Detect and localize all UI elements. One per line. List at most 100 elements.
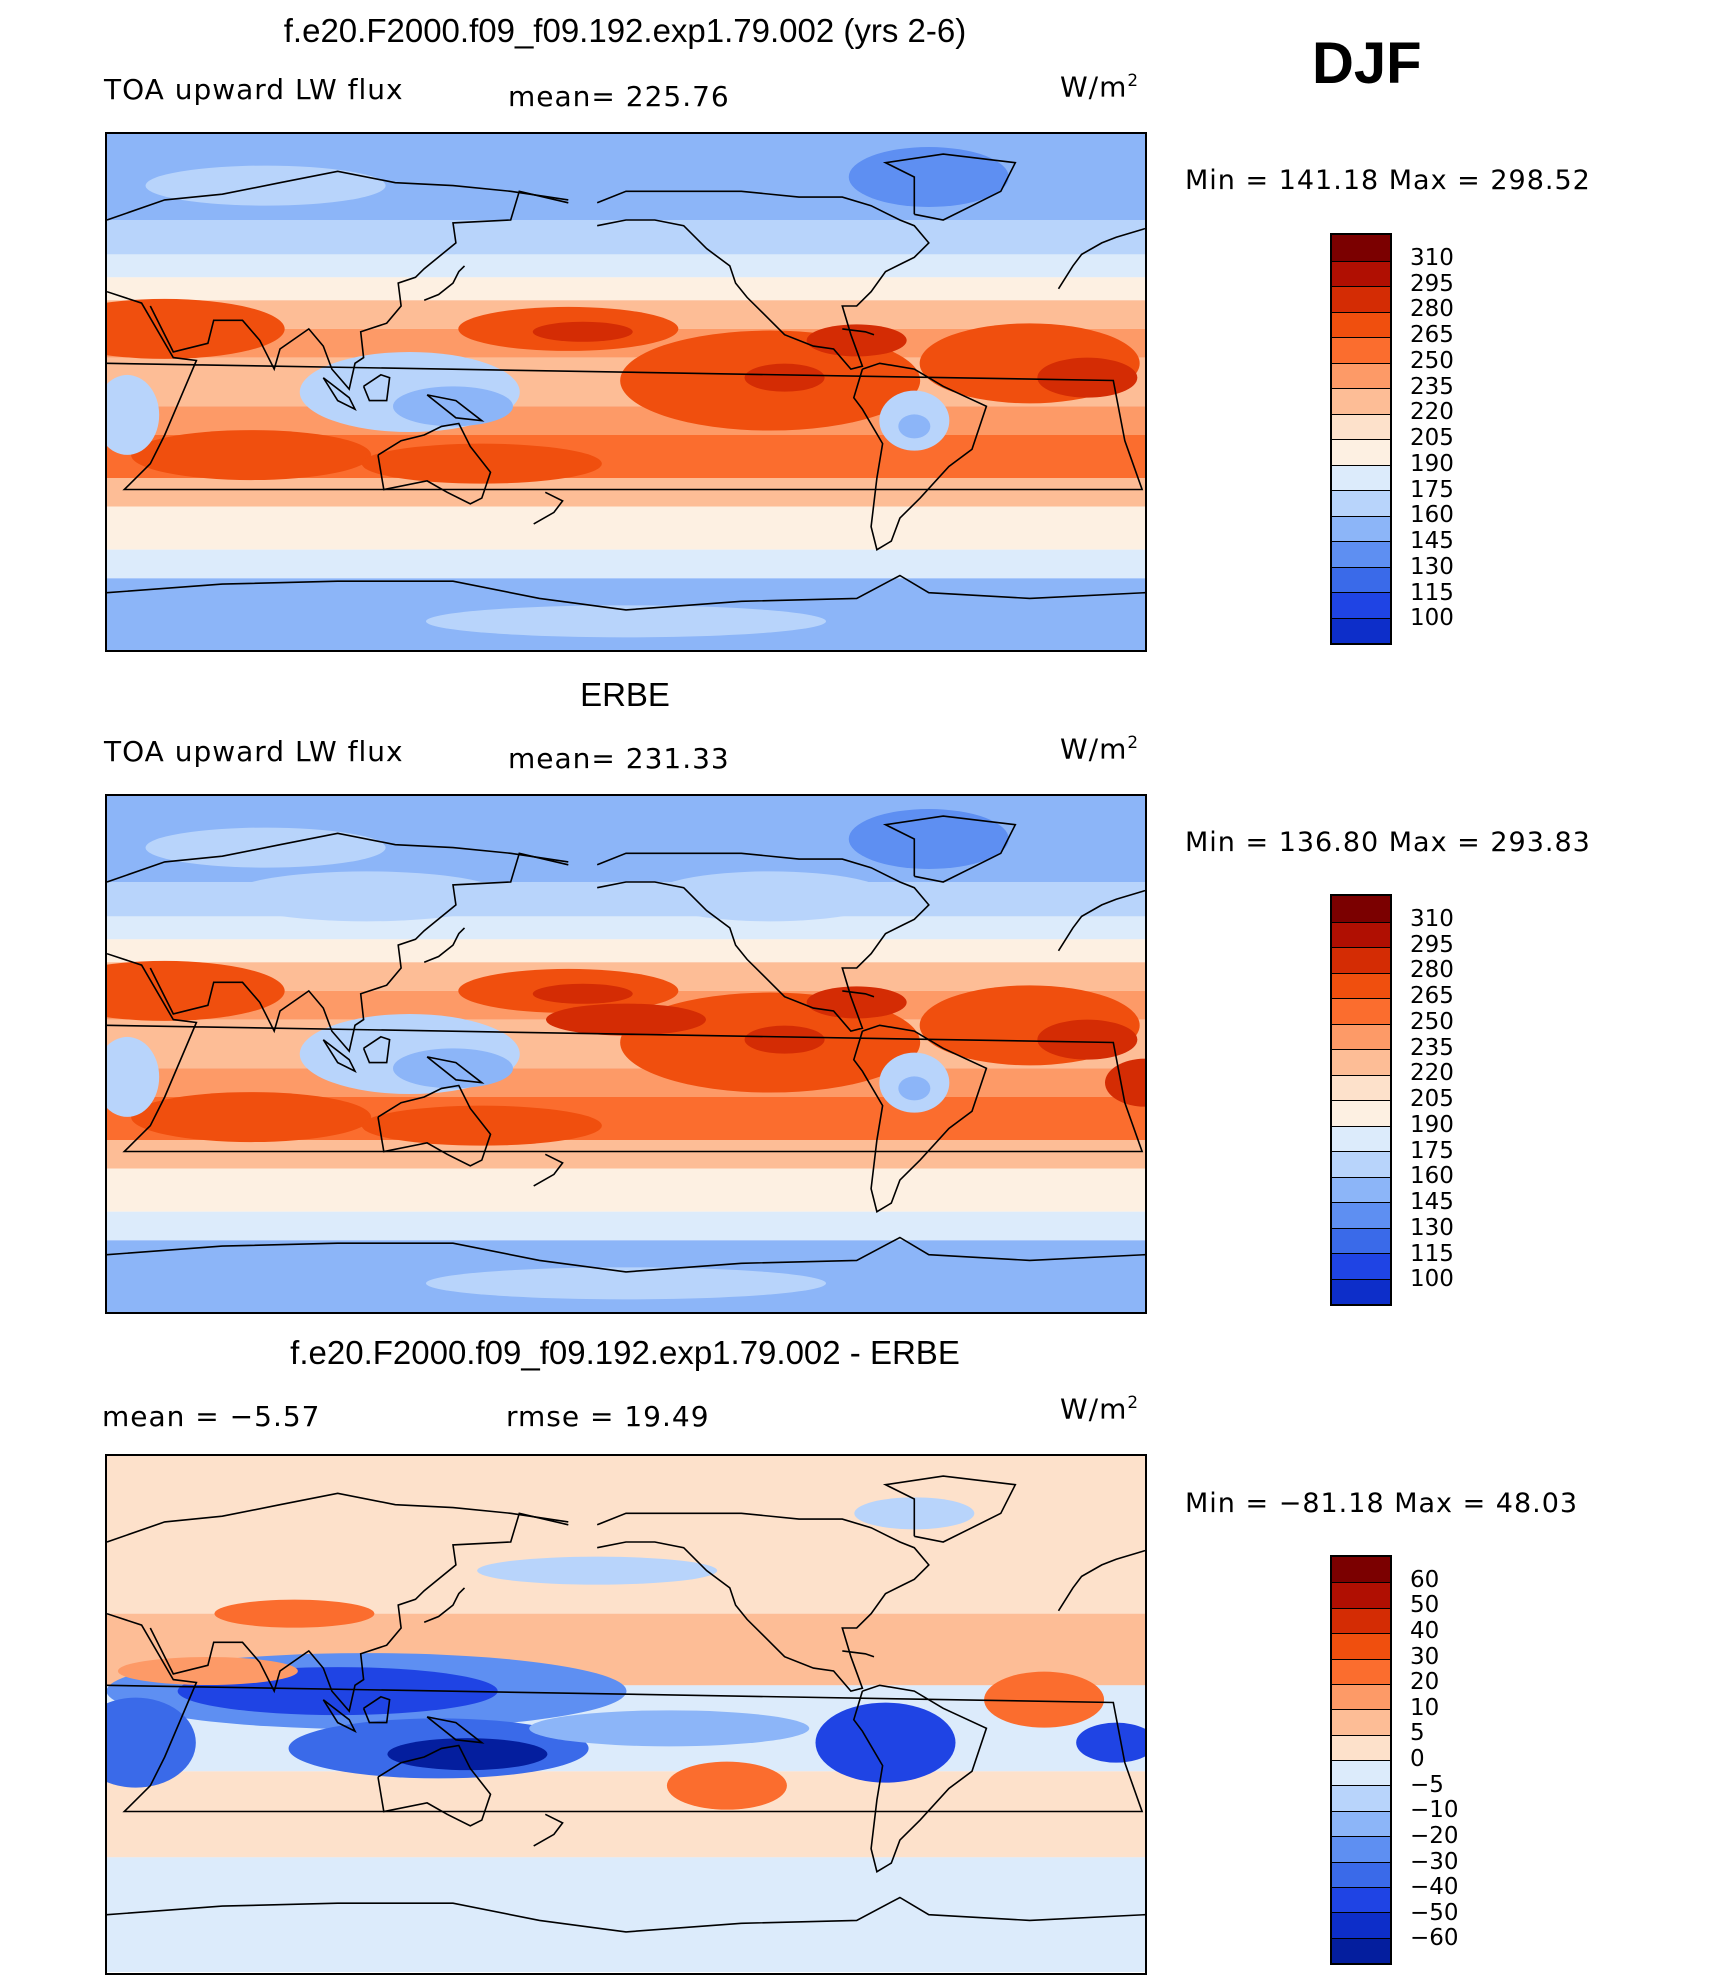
- field-blob: [107, 374, 160, 455]
- colorbar-tick-label: 310: [1410, 905, 1454, 932]
- field-blob: [666, 1761, 787, 1810]
- colorbar-swatch: [1332, 1049, 1390, 1075]
- coastline-segment: [852, 362, 988, 551]
- colorbar-swatch: [1332, 1785, 1390, 1811]
- field-band: [107, 478, 1145, 507]
- coastlines: [107, 153, 1145, 611]
- colorbar-swatch: [1332, 1582, 1390, 1608]
- panel3-rmse-label: rmse = 19.49: [506, 1400, 710, 1433]
- panel1-title: f.e20.F2000.f09_f09.192.exp1.79.002 (yrs…: [283, 12, 967, 49]
- coastline-segment: [362, 1035, 391, 1064]
- field-band: [107, 1857, 1145, 1972]
- field-blob: [426, 605, 826, 638]
- colorbar-tick-label: 145: [1410, 528, 1454, 554]
- colorbar-tick-label: −50: [1410, 1899, 1459, 1926]
- coastline-segment: [533, 1153, 564, 1187]
- colorbar-swatch: [1332, 1023, 1390, 1049]
- field-blob: [131, 430, 372, 481]
- field-blob: [984, 1671, 1105, 1728]
- colorbar-tick-label: 280: [1410, 957, 1454, 984]
- colorbar-tick-label: 160: [1410, 1163, 1454, 1190]
- colorbar-swatch: [1332, 413, 1390, 439]
- panel2-minmax: Min = 136.80 Max = 293.83: [1185, 827, 1591, 858]
- colorbar-swatch: [1332, 1557, 1390, 1583]
- colorbar-swatch: [1332, 1278, 1390, 1304]
- colorbar-tick-label: 20: [1410, 1669, 1440, 1696]
- coastline-segment: [1057, 889, 1145, 952]
- field-blob: [650, 871, 891, 922]
- panel1-variable-label: TOA upward LW flux: [104, 73, 404, 106]
- field-blob: [477, 1556, 718, 1585]
- colorbar-swatch: [1332, 1734, 1390, 1760]
- colorbar-swatch: [1332, 1176, 1390, 1202]
- coastline-segment: [596, 1512, 930, 1692]
- colorbar-tick-label: 265: [1410, 983, 1454, 1009]
- colorbar-swatch: [1332, 286, 1390, 312]
- panel3-map: [105, 1454, 1147, 1975]
- panel2-title: ERBE: [580, 676, 670, 713]
- coastline-segment: [362, 373, 391, 402]
- colorbar-tick-label: 250: [1410, 1008, 1454, 1035]
- coastline-segment: [533, 491, 564, 525]
- panel3-units: W/m2: [1060, 1392, 1140, 1426]
- coastline-segment: [1057, 1549, 1145, 1612]
- field-band: [107, 939, 1145, 963]
- colorbar-swatch: [1332, 439, 1390, 465]
- field-blob: [107, 1036, 160, 1117]
- field-blob: [361, 443, 602, 484]
- coastline-segment: [596, 852, 930, 1032]
- colorbar-swatch: [1332, 1074, 1390, 1100]
- field-blob: [532, 983, 633, 1004]
- colorbar-tick-label: 235: [1410, 1034, 1454, 1061]
- coastline-segment: [533, 1813, 564, 1847]
- coastlines: [107, 1475, 1145, 1933]
- colorbar-tick-label: −40: [1410, 1874, 1459, 1901]
- coastline-segment: [852, 1684, 988, 1873]
- colorbar-swatch: [1332, 1937, 1390, 1963]
- colorbar-tick-label: 40: [1410, 1617, 1440, 1644]
- coastline-segment: [149, 190, 569, 391]
- colorbar-swatch: [1332, 388, 1390, 414]
- colorbar-swatch: [1332, 1633, 1390, 1659]
- coastline-segment: [322, 377, 357, 411]
- colorbar-tick-label: 0: [1410, 1746, 1425, 1772]
- panel1-units: W/m2: [1060, 70, 1140, 104]
- colorbar-swatch: [1332, 362, 1390, 388]
- colorbar-tick-label: 160: [1410, 502, 1454, 529]
- colorbar-tick-label: 190: [1410, 1111, 1454, 1138]
- field-band: [107, 1168, 1145, 1212]
- field-blob: [393, 386, 513, 427]
- field-blob: [393, 1048, 513, 1089]
- colorbar-swatch: [1332, 896, 1390, 922]
- colorbar-swatch: [1332, 515, 1390, 541]
- colorbar-tick-label: 115: [1410, 1240, 1454, 1267]
- field-band: [107, 406, 1145, 435]
- field-blob: [226, 871, 507, 922]
- field-band: [107, 916, 1145, 940]
- colorbar-tick-label: −10: [1410, 1797, 1459, 1824]
- coastline-segment: [852, 1024, 988, 1213]
- season-label: DJF: [1312, 31, 1422, 96]
- panel1-mean-label: mean= 225.76: [508, 80, 730, 113]
- coastline-segment: [882, 815, 1017, 883]
- field-blob: [117, 1657, 298, 1685]
- colorbar-swatch: [1332, 235, 1390, 261]
- colorbar-swatch: [1332, 1151, 1390, 1177]
- colorbar-tick-label: 220: [1410, 399, 1454, 426]
- colorbar-swatch: [1332, 1760, 1390, 1786]
- colorbar-swatch: [1332, 490, 1390, 516]
- colorbar-swatch: [1332, 1810, 1390, 1837]
- colorbar-swatch: [1332, 541, 1390, 567]
- colorbar-swatch: [1332, 1100, 1390, 1126]
- field-blob: [1105, 1058, 1145, 1107]
- colorbar-tick-label: 130: [1410, 553, 1454, 580]
- field-band: [107, 1140, 1145, 1169]
- colorbar-swatch: [1332, 1709, 1390, 1735]
- colorbar-tick-label: 265: [1410, 322, 1454, 348]
- colorbar-swatch: [1332, 617, 1390, 643]
- field-blob: [546, 1003, 706, 1036]
- colorbar-tick-label: 250: [1410, 347, 1454, 374]
- colorbar-swatch: [1332, 1912, 1390, 1938]
- field-blob: [1076, 1722, 1145, 1763]
- field-band: [107, 220, 1145, 255]
